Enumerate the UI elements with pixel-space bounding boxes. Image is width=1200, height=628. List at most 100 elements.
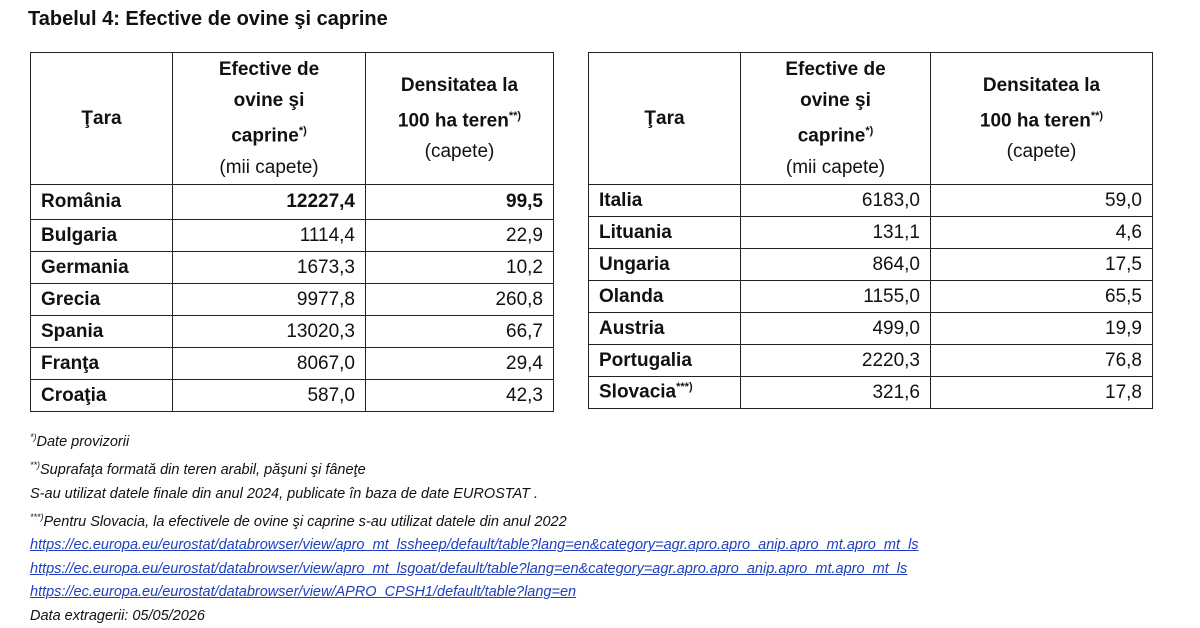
density-cell: 4,6 xyxy=(930,216,1153,249)
country: Croaţia xyxy=(41,384,107,406)
header-mark: **) xyxy=(508,109,522,122)
header-label: Densitatea la 100 ha teren xyxy=(979,74,1101,132)
notes: *)Date provizorii **)Suprafaţa formată di… xyxy=(30,426,1170,628)
data-row: Olanda 1155,0 65,5 xyxy=(588,280,1153,313)
header-unit: (capete) xyxy=(424,141,495,163)
headcount-cell: 1155,0 xyxy=(740,280,931,313)
title: Tabelul 4: Efective de ovine şi caprine xyxy=(28,8,388,30)
footnote-text: S-au utilizat datele finale din anul 202… xyxy=(30,485,539,502)
header-headcount: Efective de ovine şi caprine*) (mii capet… xyxy=(740,52,931,185)
header-country: Ţara xyxy=(588,52,741,185)
headcount-cell: 1114,4 xyxy=(172,219,366,252)
headcount-cell: 6183,0 xyxy=(740,184,931,217)
density-cell: 260,8 xyxy=(365,283,554,316)
header-text: Efective de ovine şi caprine*) xyxy=(202,54,337,151)
header-unit: (mii capete) xyxy=(219,156,319,178)
header-text: Densitatea la 100 ha teren**) xyxy=(974,70,1109,136)
country: Franţa xyxy=(41,352,100,374)
data-row: Lituania 131,1 4,6 xyxy=(588,216,1153,249)
header-density: Densitatea la 100 ha teren**) (capete) xyxy=(365,52,554,185)
header-mark: *) xyxy=(865,125,874,138)
source-link[interactable]: https://ec.europa.eu/eurostat/databrowse… xyxy=(30,560,908,577)
country: Olanda xyxy=(599,285,664,307)
country-cell: Austria xyxy=(588,312,741,345)
country: Portugalia xyxy=(599,349,692,371)
country-cell: Franţa xyxy=(30,347,173,380)
header-label: Densitatea la 100 ha teren xyxy=(397,74,519,132)
headcount-cell: 321,6 xyxy=(740,376,931,409)
country: Bulgaria xyxy=(41,224,118,246)
density-cell: 76,8 xyxy=(930,344,1153,377)
link-line: https://ec.europa.eu/eurostat/databrowse… xyxy=(30,534,1170,558)
header-text: Densitatea la 100 ha teren**) xyxy=(392,70,527,136)
footnote: S-au utilizat datele finale din anul 202… xyxy=(30,483,1170,507)
country: Spania xyxy=(41,320,104,342)
density-cell: 22,9 xyxy=(365,219,554,252)
country: Germania xyxy=(41,256,129,278)
country: Slovacia xyxy=(599,381,677,403)
density-cell: 42,3 xyxy=(365,379,554,412)
country-cell: România xyxy=(30,184,173,220)
header-label: Efective de ovine şi caprine xyxy=(785,59,886,147)
footnote: ***)Pentru Slovacia, la efectivele de ov… xyxy=(30,506,1170,534)
source-link[interactable]: https://ec.europa.eu/eurostat/databrowse… xyxy=(30,537,919,554)
header-mark: *) xyxy=(298,125,307,138)
country: România xyxy=(41,191,122,212)
data-table: Ţara Efective de ovine şi caprine*) (mii c… xyxy=(588,52,1153,409)
data-row: Ungaria 864,0 17,5 xyxy=(588,248,1153,281)
footnote: **)Suprafaţa formată din teren arabil, p… xyxy=(30,454,1170,482)
header-mark: **) xyxy=(1090,109,1104,122)
country-cell: Lituania xyxy=(588,216,741,249)
header-row: Ţara Efective de ovine şi caprine*) (mii c… xyxy=(30,52,554,185)
headcount-cell: 2220,3 xyxy=(740,344,931,377)
country-cell: Croaţia xyxy=(30,379,173,412)
headcount-cell: 12227,4 xyxy=(172,184,366,220)
country-cell: Olanda xyxy=(588,280,741,313)
data-row: Germania 1673,3 10,2 xyxy=(30,251,554,284)
header-text: Efective de ovine şi caprine*) xyxy=(768,54,903,151)
density-cell: 65,5 xyxy=(930,280,1153,313)
data-row: Bulgaria 1114,4 22,9 xyxy=(30,219,554,252)
density-cell: 19,9 xyxy=(930,312,1153,345)
data-row: Slovacia***) 321,6 17,8 xyxy=(588,376,1153,409)
country: Grecia xyxy=(41,288,101,310)
data-row: Grecia 9977,8 260,8 xyxy=(30,283,554,316)
header-unit: (capete) xyxy=(1006,141,1077,163)
headcount-cell: 9977,8 xyxy=(172,283,366,316)
footnote-text: Suprafaţa formată din teren arabil, păşu… xyxy=(40,462,366,479)
country: Austria xyxy=(599,317,665,339)
headcount-cell: 587,0 xyxy=(172,379,366,412)
country: Lituania xyxy=(599,221,672,243)
extraction-date: Data extragerii: 05/05/2026 xyxy=(30,607,205,624)
footnote-mark: *) xyxy=(30,432,37,442)
country-cell: Bulgaria xyxy=(30,219,173,252)
headcount-cell: 864,0 xyxy=(740,248,931,281)
density-cell: 66,7 xyxy=(365,315,554,348)
headcount-cell: 1673,3 xyxy=(172,251,366,284)
headcount-cell: 8067,0 xyxy=(172,347,366,380)
data-row: Austria 499,0 19,9 xyxy=(588,312,1153,345)
country: Italia xyxy=(599,189,643,211)
link-line: https://ec.europa.eu/eurostat/databrowse… xyxy=(30,581,1170,605)
footnote: *)Date provizorii xyxy=(30,426,1170,454)
data-row: Spania 13020,3 66,7 xyxy=(30,315,554,348)
country-cell: Slovacia***) xyxy=(588,376,741,409)
density-cell: 17,5 xyxy=(930,248,1153,281)
data-row: Croaţia 587,0 42,3 xyxy=(30,379,554,412)
country: Ungaria xyxy=(599,253,670,275)
country-cell: Spania xyxy=(30,315,173,348)
header-density: Densitatea la 100 ha teren**) (capete) xyxy=(930,52,1153,185)
data-row: Portugalia 2220,3 76,8 xyxy=(588,344,1153,377)
source-link[interactable]: https://ec.europa.eu/eurostat/databrowse… xyxy=(30,584,577,601)
country-cell: Ungaria xyxy=(588,248,741,281)
density-cell: 99,5 xyxy=(365,184,554,220)
data-row: Franţa 8067,0 29,4 xyxy=(30,347,554,380)
data-row: Italia 6183,0 59,0 xyxy=(588,184,1153,217)
header-row: Ţara Efective de ovine şi caprine*) (mii c… xyxy=(588,52,1153,185)
footnote-mark: ***) xyxy=(30,512,44,523)
header-country: Ţara xyxy=(30,52,173,185)
country-mark: ***) xyxy=(676,381,693,394)
footnote-text: Pentru Slovacia, la efectivele de ovine … xyxy=(43,513,567,530)
footnote-text: Date provizorii xyxy=(36,433,130,450)
